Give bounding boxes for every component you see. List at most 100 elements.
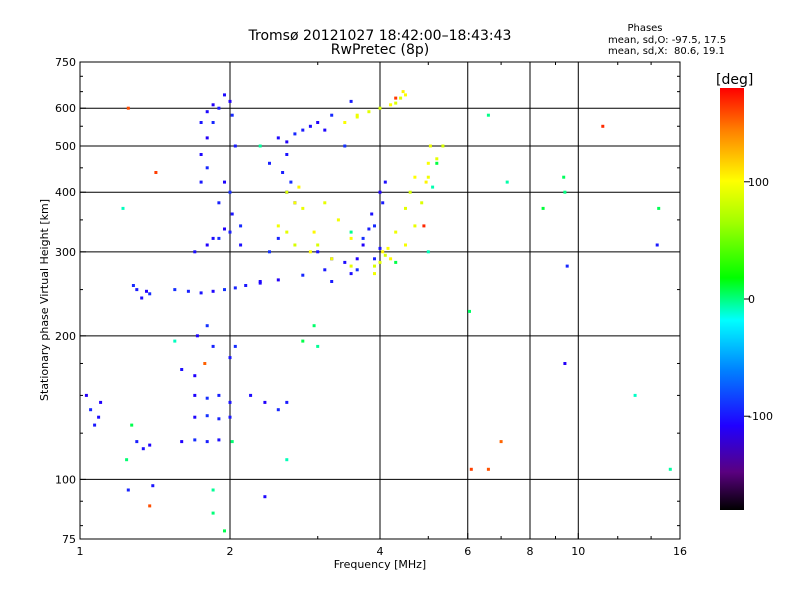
data-point-x <box>394 230 398 234</box>
data-point-o <box>373 224 376 228</box>
data-point-o <box>217 201 221 205</box>
x-tick-label-4: 4 <box>377 545 384 558</box>
data-point-scattered <box>562 175 566 179</box>
y-tick-label-75: 75 <box>62 533 76 546</box>
data-point-scattered <box>316 344 320 348</box>
data-point-x <box>426 175 430 179</box>
x-tick-label-10: 10 <box>571 545 585 558</box>
data-point-noise <box>394 96 398 100</box>
data-point-o <box>349 99 353 103</box>
data-point-scattered <box>301 339 305 343</box>
x-tick-label-6: 6 <box>464 545 471 558</box>
data-point-x <box>386 246 390 250</box>
data-point-x <box>389 103 393 107</box>
data-point-o <box>99 400 103 404</box>
data-point-o <box>349 272 353 276</box>
data-point-o <box>180 440 184 444</box>
data-point-x <box>441 144 445 148</box>
data-point-scattered <box>541 206 545 210</box>
data-point-o <box>367 227 371 231</box>
data-point-o <box>301 273 305 277</box>
data-point-o <box>378 190 382 194</box>
data-point-scattered <box>657 206 661 210</box>
data-point-o <box>323 268 327 272</box>
axis-ticks: 1 2 4 6 8 10 16 75 100 200 300 400 500 600 750 <box>55 56 687 558</box>
data-point-o <box>263 495 267 499</box>
data-point-o <box>289 180 293 184</box>
data-point-scattered <box>563 190 567 194</box>
data-point-o <box>378 246 382 250</box>
data-point-o <box>205 440 209 444</box>
data-point-o <box>308 124 312 128</box>
data-point-o <box>211 289 215 293</box>
data-point-o <box>135 288 139 292</box>
x-tick-label-1: 1 <box>77 545 84 558</box>
data-point-o <box>343 260 347 264</box>
data-point-o <box>343 144 347 148</box>
data-point-x <box>404 243 407 247</box>
stats-line-x: mean, sd,X: 80.6, 19.1 <box>608 46 725 57</box>
data-point-o <box>330 280 334 283</box>
data-point-scattered <box>633 393 637 397</box>
data-point-x <box>308 250 312 254</box>
data-point-scattered <box>223 529 226 533</box>
x-axis-label: Frequency [MHz] <box>334 558 426 571</box>
y-tick-label-300: 300 <box>55 246 76 259</box>
data-point-o <box>97 415 101 419</box>
data-point-o <box>223 288 226 292</box>
data-point-scattered <box>505 180 509 184</box>
data-point-o <box>217 417 221 421</box>
data-point-o <box>285 140 289 144</box>
stats-heading: Phases <box>627 23 662 34</box>
data-point-x <box>301 206 305 210</box>
data-point-o <box>217 236 221 240</box>
data-point-x <box>316 243 320 247</box>
data-point-x <box>424 180 428 184</box>
data-point-o <box>285 153 289 156</box>
data-point-o <box>93 423 97 427</box>
data-point-o <box>180 368 184 371</box>
data-point-x <box>426 161 430 165</box>
data-point-scattered <box>349 230 353 234</box>
data-point-o <box>145 289 148 293</box>
colorbar-ticks: 100 0 -100 <box>744 176 773 423</box>
data-point-x <box>297 185 301 189</box>
y-tick-label-600: 600 <box>55 102 76 115</box>
y-tick-label-400: 400 <box>55 186 76 199</box>
data-point-scattered <box>468 309 471 313</box>
data-point-o <box>186 289 190 293</box>
data-point-x <box>408 190 412 194</box>
data-point-x <box>428 144 432 148</box>
y-axis-label: Stationary phase Virtual Height [km] <box>38 199 51 401</box>
data-point-o <box>355 257 359 261</box>
data-point-x <box>336 218 340 222</box>
data-point-x <box>285 190 289 194</box>
data-point-scattered <box>258 144 262 148</box>
data-point-x <box>413 175 417 179</box>
colorbar <box>720 88 744 510</box>
data-point-scattered <box>230 440 234 444</box>
data-point-x <box>367 110 371 114</box>
data-point-o <box>223 227 226 231</box>
data-point-o <box>383 180 387 184</box>
data-point-o <box>151 484 155 488</box>
data-point-o <box>249 393 253 397</box>
data-point-o <box>258 280 262 283</box>
data-point-o <box>193 438 197 442</box>
colorbar-label: [deg] <box>716 72 753 88</box>
data-point-x <box>349 264 353 268</box>
data-point-o <box>330 113 334 117</box>
data-point-o <box>373 257 376 261</box>
data-point-x <box>389 257 393 261</box>
x-tick-label-8: 8 <box>527 545 534 558</box>
data-point-o <box>211 344 215 348</box>
x-tick-label-16: 16 <box>673 545 687 558</box>
data-point-x <box>323 201 327 205</box>
data-point-o <box>281 171 285 174</box>
data-point-o <box>228 190 232 194</box>
data-point-x <box>293 201 297 205</box>
data-point-scattered <box>211 511 215 515</box>
data-point-o <box>228 415 232 419</box>
data-point-o <box>258 281 262 285</box>
data-point-o <box>89 408 93 412</box>
